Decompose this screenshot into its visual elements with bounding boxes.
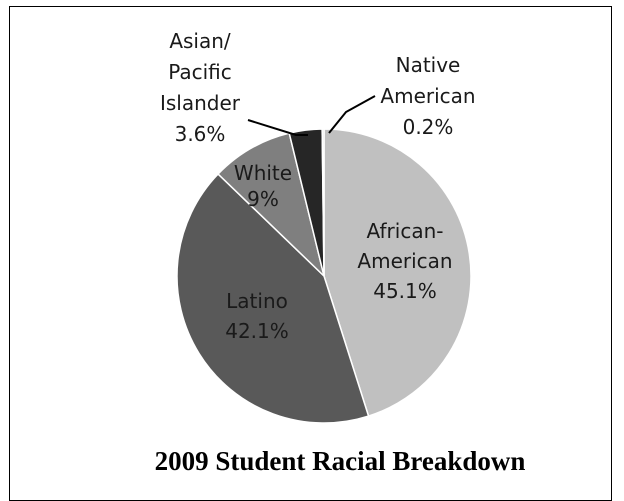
pie-slice-african-american [323, 128, 472, 418]
pie-chart: African-American 45.1% Latino 42.1% White 9% A… [155, 29, 526, 476]
chart-title: 2009 Student Racial Breakdown [155, 446, 526, 476]
slice-label-asian-pacific-islander: Asian/Pacific Islander 3.6% [160, 29, 241, 146]
slice-label-native-american: Native American 0.2% [380, 53, 475, 139]
pie-slice-latino [176, 172, 370, 424]
slice-label-african-american: African-American 45.1% [357, 219, 452, 303]
pie-slice-native-american [321, 128, 325, 277]
leader-lines [247, 95, 376, 136]
pie-slices [176, 128, 472, 424]
slice-label-white: White 9% [234, 161, 292, 211]
slice-label-latino: Latino 42.1% [225, 289, 289, 343]
leader-line-native-american [328, 95, 376, 134]
leader-line-asian-pacific-islander [247, 119, 308, 136]
slice-labels: African-American 45.1% Latino 42.1% White 9% A… [160, 29, 476, 343]
